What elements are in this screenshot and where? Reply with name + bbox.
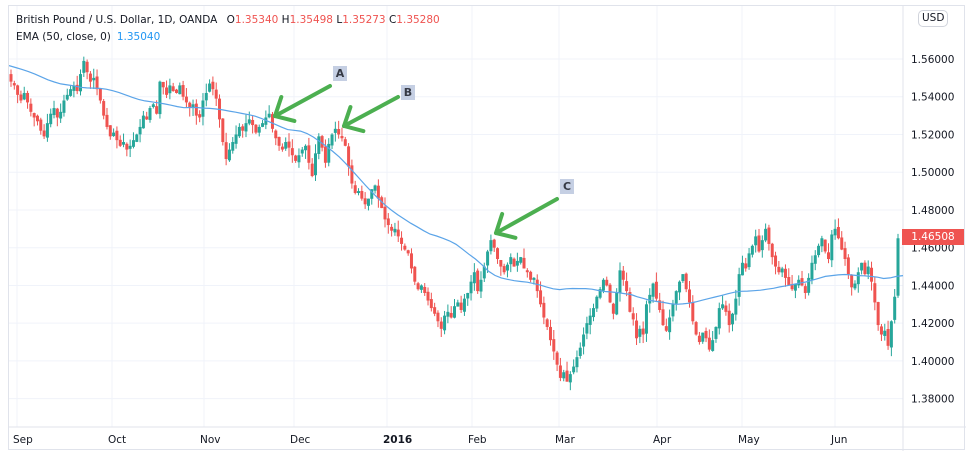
close-label: C — [388, 14, 397, 26]
price-tick: 1.48000 — [911, 205, 954, 217]
open-value: 1.35340 — [234, 14, 279, 26]
indicator-title: EMA (50, close, 0) — [16, 31, 111, 43]
chart-legend: British Pound / U.S. Dollar, 1D, OANDA O… — [16, 12, 440, 46]
arrow-b-icon — [342, 95, 400, 134]
price-tick: 1.38000 — [911, 394, 954, 406]
price-tick: 1.54000 — [911, 92, 954, 104]
close-value: 1.35280 — [396, 14, 440, 26]
price-tick: 1.56000 — [911, 54, 954, 66]
price-tick: 1.42000 — [911, 318, 954, 330]
annotation-label-b[interactable]: B — [401, 85, 415, 100]
arrow-c-icon — [494, 197, 559, 240]
time-tick: Oct — [108, 434, 126, 446]
price-tick: 1.44000 — [911, 280, 954, 292]
time-tick: Mar — [555, 434, 575, 446]
symbol-row: British Pound / U.S. Dollar, 1D, OANDA O… — [16, 12, 440, 29]
time-tick: Jun — [830, 434, 847, 446]
time-tick: Sep — [13, 434, 33, 446]
time-tick: Apr — [653, 434, 672, 446]
price-tick: 1.46000 — [911, 243, 954, 255]
time-tick: May — [738, 434, 760, 446]
time-tick: Feb — [468, 434, 487, 446]
indicator-value: 1.35040 — [116, 31, 161, 43]
price-tick: 1.52000 — [911, 129, 954, 141]
open-label: O — [226, 14, 235, 26]
low-label: L — [336, 14, 343, 26]
currency-badge[interactable]: USD — [918, 10, 949, 27]
chart-frame: 1.56000 1.54000 1.52000 1.50000 1.48000 1.460… — [8, 5, 966, 451]
annotation-label-a[interactable]: A — [333, 66, 347, 81]
arrow-a-icon — [273, 84, 332, 123]
annotation-label-c[interactable]: C — [560, 179, 574, 194]
chart-canvas[interactable]: 1.56000 1.54000 1.52000 1.50000 1.48000 1.460… — [9, 6, 966, 451]
indicator-row[interactable]: EMA (50, close, 0) 1.35040 — [16, 29, 440, 46]
high-label: H — [281, 14, 290, 26]
time-tick: 2016 — [383, 434, 412, 446]
ema-line — [9, 65, 904, 305]
price-tick: 1.40000 — [911, 356, 954, 368]
symbol-title: British Pound / U.S. Dollar, 1D, OANDA — [16, 14, 218, 26]
time-tick: Dec — [290, 434, 311, 446]
time-tick: Nov — [200, 434, 221, 446]
candles — [9, 56, 900, 391]
low-value: 1.35273 — [342, 14, 386, 26]
price-tick: 1.50000 — [911, 167, 954, 179]
last-price-tag: 1.46508 — [902, 229, 964, 246]
high-value: 1.35498 — [289, 14, 333, 26]
